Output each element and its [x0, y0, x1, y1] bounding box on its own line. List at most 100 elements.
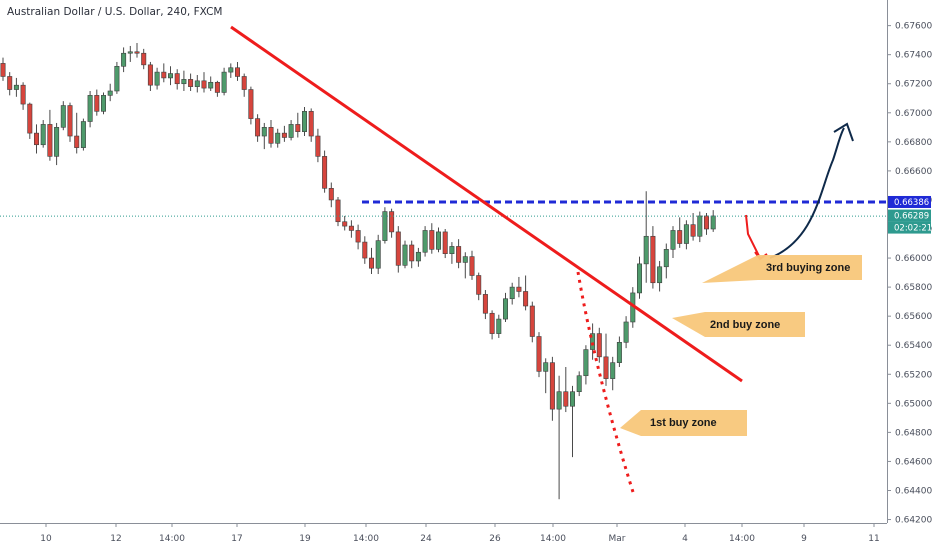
candle[interactable] [375, 234, 381, 275]
candle[interactable] [509, 282, 515, 305]
candle[interactable] [301, 106, 307, 137]
candle[interactable] [663, 243, 669, 279]
candle[interactable] [20, 82, 26, 110]
candle[interactable] [576, 371, 582, 397]
candle[interactable] [27, 102, 33, 139]
candle[interactable] [523, 275, 529, 311]
candle[interactable] [429, 223, 435, 254]
candle[interactable] [214, 80, 220, 97]
candle[interactable] [241, 73, 247, 97]
candle[interactable] [690, 213, 696, 241]
candle[interactable] [482, 290, 488, 320]
candle[interactable] [248, 86, 254, 125]
candle[interactable] [616, 336, 622, 368]
candle[interactable] [449, 242, 455, 264]
candle[interactable] [402, 240, 408, 269]
candle[interactable] [74, 112, 80, 154]
candle[interactable] [80, 118, 86, 151]
candle[interactable] [636, 256, 642, 299]
candle[interactable] [462, 252, 468, 279]
candle[interactable] [469, 250, 475, 280]
candle[interactable] [275, 128, 281, 148]
candle[interactable] [315, 128, 321, 163]
candle[interactable] [362, 236, 368, 264]
candle[interactable] [422, 226, 428, 257]
candle[interactable] [683, 220, 689, 250]
buy-zone-callout[interactable]: 1st buy zone [620, 410, 747, 436]
candle[interactable] [141, 48, 147, 70]
candle[interactable] [710, 210, 716, 232]
candle[interactable] [154, 67, 160, 90]
candle[interactable] [94, 89, 100, 116]
candle[interactable] [0, 57, 6, 81]
candle[interactable] [596, 327, 602, 363]
candle[interactable] [368, 247, 374, 275]
candle[interactable] [610, 356, 616, 391]
candle[interactable] [603, 333, 609, 386]
candle[interactable] [543, 358, 549, 394]
candle[interactable] [529, 301, 535, 343]
candle[interactable] [590, 323, 596, 360]
candle[interactable] [134, 43, 140, 58]
candle[interactable] [328, 182, 334, 208]
candle[interactable] [114, 61, 120, 94]
candle[interactable] [261, 122, 267, 150]
candle[interactable] [456, 239, 462, 269]
candle[interactable] [389, 208, 395, 238]
candle[interactable] [308, 108, 314, 142]
candle[interactable] [201, 72, 207, 93]
candle[interactable] [235, 61, 241, 81]
candle[interactable] [395, 226, 401, 273]
candle[interactable] [174, 69, 180, 90]
candle[interactable] [409, 240, 415, 269]
candle[interactable] [13, 77, 19, 97]
candle[interactable] [47, 109, 53, 161]
candle[interactable] [536, 332, 542, 378]
candle[interactable] [121, 47, 127, 73]
candle[interactable] [107, 83, 113, 102]
candle[interactable] [583, 345, 589, 385]
downtrend-line[interactable] [230, 25, 743, 383]
candle[interactable] [168, 66, 174, 86]
candle[interactable] [650, 226, 656, 289]
candle[interactable] [87, 90, 93, 128]
candle[interactable] [569, 385, 575, 458]
candle[interactable] [33, 124, 39, 154]
candle[interactable] [295, 112, 301, 138]
candle[interactable] [563, 367, 569, 413]
candle[interactable] [382, 207, 388, 244]
candle[interactable] [556, 375, 562, 500]
candle[interactable] [67, 102, 73, 142]
candle[interactable] [268, 120, 274, 148]
candle[interactable] [657, 260, 663, 292]
candle[interactable] [623, 316, 629, 349]
candle[interactable] [489, 310, 495, 340]
candle[interactable] [643, 191, 649, 283]
candle[interactable] [188, 73, 194, 91]
candle[interactable] [322, 150, 328, 193]
candle[interactable] [476, 272, 482, 301]
candle[interactable] [677, 217, 683, 248]
candle[interactable] [516, 276, 522, 298]
candle[interactable] [60, 101, 66, 131]
candle[interactable] [127, 45, 133, 62]
buy-zone-callout[interactable]: 3rd buying zone [702, 255, 862, 283]
candle[interactable] [281, 125, 287, 142]
candle[interactable] [496, 314, 502, 338]
candles[interactable] [0, 43, 716, 500]
candle[interactable] [703, 213, 709, 235]
candle[interactable] [415, 247, 421, 267]
candle[interactable] [335, 197, 341, 227]
candle[interactable] [161, 63, 167, 83]
candle[interactable] [549, 356, 555, 421]
candle[interactable] [442, 229, 448, 259]
candle[interactable] [288, 120, 294, 141]
buy-zone-callout[interactable]: 2nd buy zone [672, 312, 805, 337]
candle[interactable] [7, 72, 13, 96]
candle[interactable] [502, 292, 508, 322]
candle[interactable] [355, 224, 361, 250]
drawings[interactable]: 1st buy zone 2nd buy zone 3rd buying zone [0, 25, 887, 493]
candle[interactable] [435, 227, 441, 253]
candle[interactable] [54, 122, 60, 166]
